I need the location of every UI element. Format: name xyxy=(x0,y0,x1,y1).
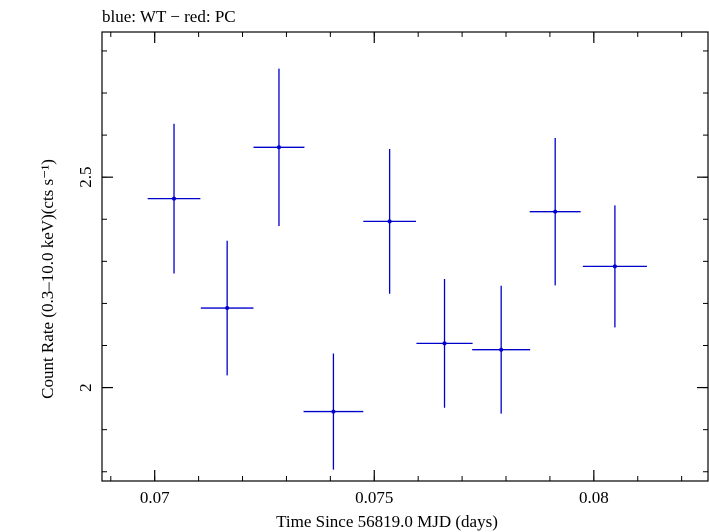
data-point xyxy=(303,353,364,470)
data-marker xyxy=(331,409,336,414)
x-axis-label: Time Since 56819.0 MJD (days) xyxy=(276,512,498,531)
data-marker xyxy=(225,306,230,311)
plot-frame xyxy=(101,31,709,482)
chart-title: blue: WT − red: PC xyxy=(102,7,236,26)
x-tick-label: 0.07 xyxy=(140,488,170,507)
y-axis-label: Count Rate (0.3–10.0 keV)(cts s⁻¹) xyxy=(38,159,57,399)
x-tick-label: 0.08 xyxy=(579,488,609,507)
data-point xyxy=(529,138,581,286)
data-points xyxy=(147,68,647,470)
x-tick-label: 0.075 xyxy=(355,488,393,507)
y-tick-label: 2 xyxy=(76,383,95,392)
axis-ticks: 0.07 0.075 0.08 2 2.5 xyxy=(76,32,708,507)
data-point xyxy=(200,240,254,376)
data-point xyxy=(147,123,201,274)
data-marker xyxy=(442,341,447,346)
data-point xyxy=(416,279,473,408)
data-point xyxy=(363,148,416,294)
data-point xyxy=(253,68,305,226)
data-marker xyxy=(612,264,617,269)
data-point xyxy=(472,285,531,414)
data-point xyxy=(582,205,647,328)
y-tick-label: 2.5 xyxy=(76,167,95,188)
data-marker xyxy=(387,219,392,224)
data-marker xyxy=(276,145,281,150)
data-marker xyxy=(499,347,504,352)
data-marker xyxy=(172,196,177,201)
data-marker xyxy=(553,209,558,214)
